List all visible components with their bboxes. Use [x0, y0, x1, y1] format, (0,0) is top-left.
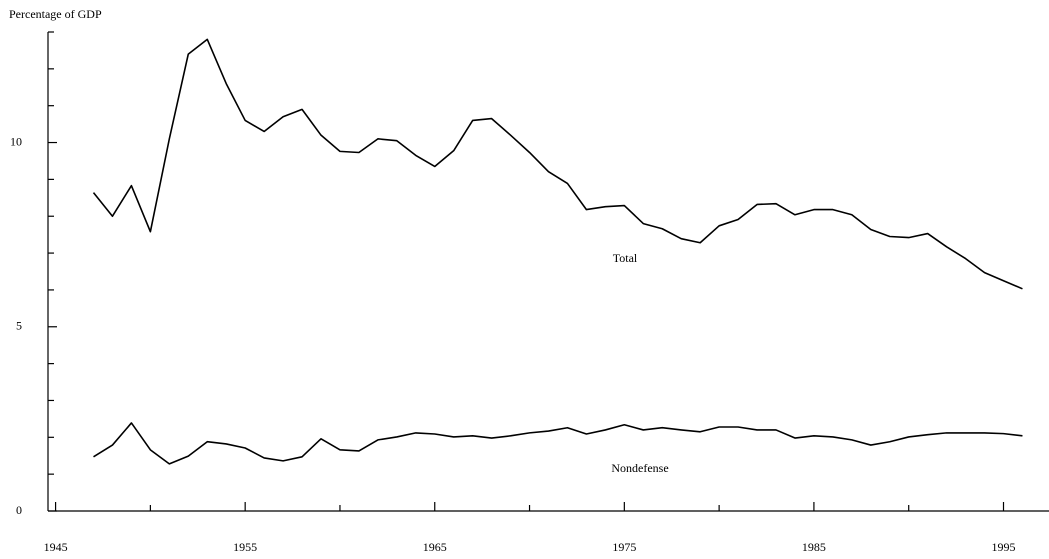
series-label: Total	[613, 251, 638, 265]
y-tick-label: 10	[10, 134, 22, 148]
x-tick-label: 1955	[233, 540, 257, 554]
x-tick-label: 1975	[612, 540, 636, 554]
x-tick-label: 1995	[992, 540, 1016, 554]
series-label: Nondefense	[611, 461, 668, 475]
y-tick-label: 0	[16, 503, 22, 517]
series-line	[93, 422, 1023, 465]
x-tick-label: 1985	[802, 540, 826, 554]
y-tick-label: 5	[16, 319, 22, 333]
x-tick-label: 1945	[44, 540, 68, 554]
x-tick-label: 1965	[423, 540, 447, 554]
series-line	[92, 38, 1023, 290]
y-axis-label: Percentage of GDP	[9, 7, 102, 21]
